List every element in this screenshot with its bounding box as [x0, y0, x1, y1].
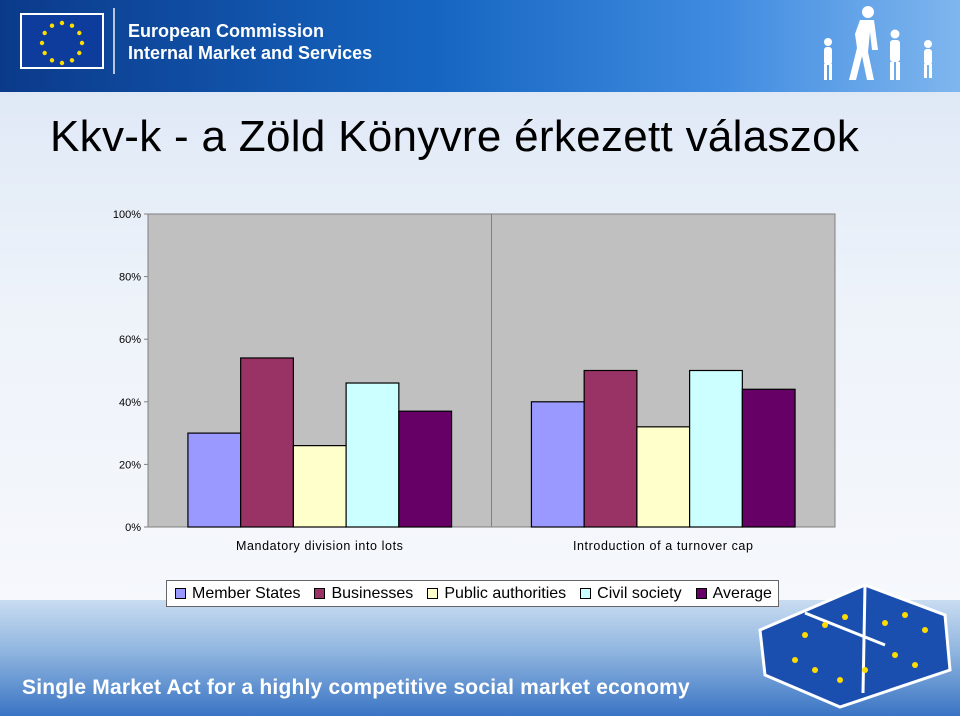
eu-puzzle-icon — [758, 583, 952, 709]
bar — [398, 410, 453, 528]
legend-label: Civil society — [597, 584, 682, 602]
org-name: European Commission — [128, 21, 325, 41]
y-tick-label: 80% — [119, 272, 141, 284]
chart-legend: Member States Businesses Public authoritie… — [166, 580, 779, 607]
eu-flag-icon — [20, 13, 104, 69]
legend-swatch — [580, 588, 592, 599]
bar — [530, 401, 585, 528]
x-tick-label: Mandatory division into lots — [236, 539, 404, 553]
legend-label: Businesses — [331, 584, 414, 602]
walking-people-icon — [824, 6, 932, 80]
bar — [741, 388, 796, 528]
legend-item: Public authorities — [427, 585, 566, 603]
x-tick-label: Introduction of a turnover cap — [573, 539, 754, 553]
org-department: Internal Market and Services — [128, 43, 373, 63]
banner-divider — [113, 8, 115, 74]
legend-swatch — [427, 588, 439, 599]
slide-title: Kkv-k - a Zöld Könyvre érkezett válaszok — [50, 112, 860, 161]
legend-swatch — [695, 588, 707, 599]
bar — [240, 357, 294, 528]
bar — [689, 369, 743, 528]
legend-swatch — [314, 588, 326, 599]
y-tick-label: 60% — [119, 334, 141, 346]
legend-label: Member States — [192, 584, 301, 602]
legend-item: Average — [695, 584, 772, 603]
y-tick-label: 40% — [119, 397, 141, 409]
bar — [636, 426, 691, 528]
legend-swatch — [175, 588, 186, 599]
bar — [583, 369, 638, 528]
legend-label: Average — [712, 584, 772, 602]
legend-item: Member States — [175, 585, 300, 603]
y-tick-label: 20% — [119, 459, 141, 471]
legend-item: Businesses — [314, 585, 413, 603]
y-tick-label: 0% — [125, 522, 141, 534]
bar — [345, 382, 400, 528]
header-banner: European Commission Internal Market and … — [0, 0, 960, 92]
legend-label: Public authorities — [444, 584, 567, 602]
footer-slogan: Single Market Act for a highly competiti… — [22, 676, 690, 699]
y-tick-label: 100% — [113, 209, 141, 221]
legend-item: Civil society — [580, 584, 682, 603]
bar — [292, 445, 347, 528]
bar — [187, 432, 242, 528]
